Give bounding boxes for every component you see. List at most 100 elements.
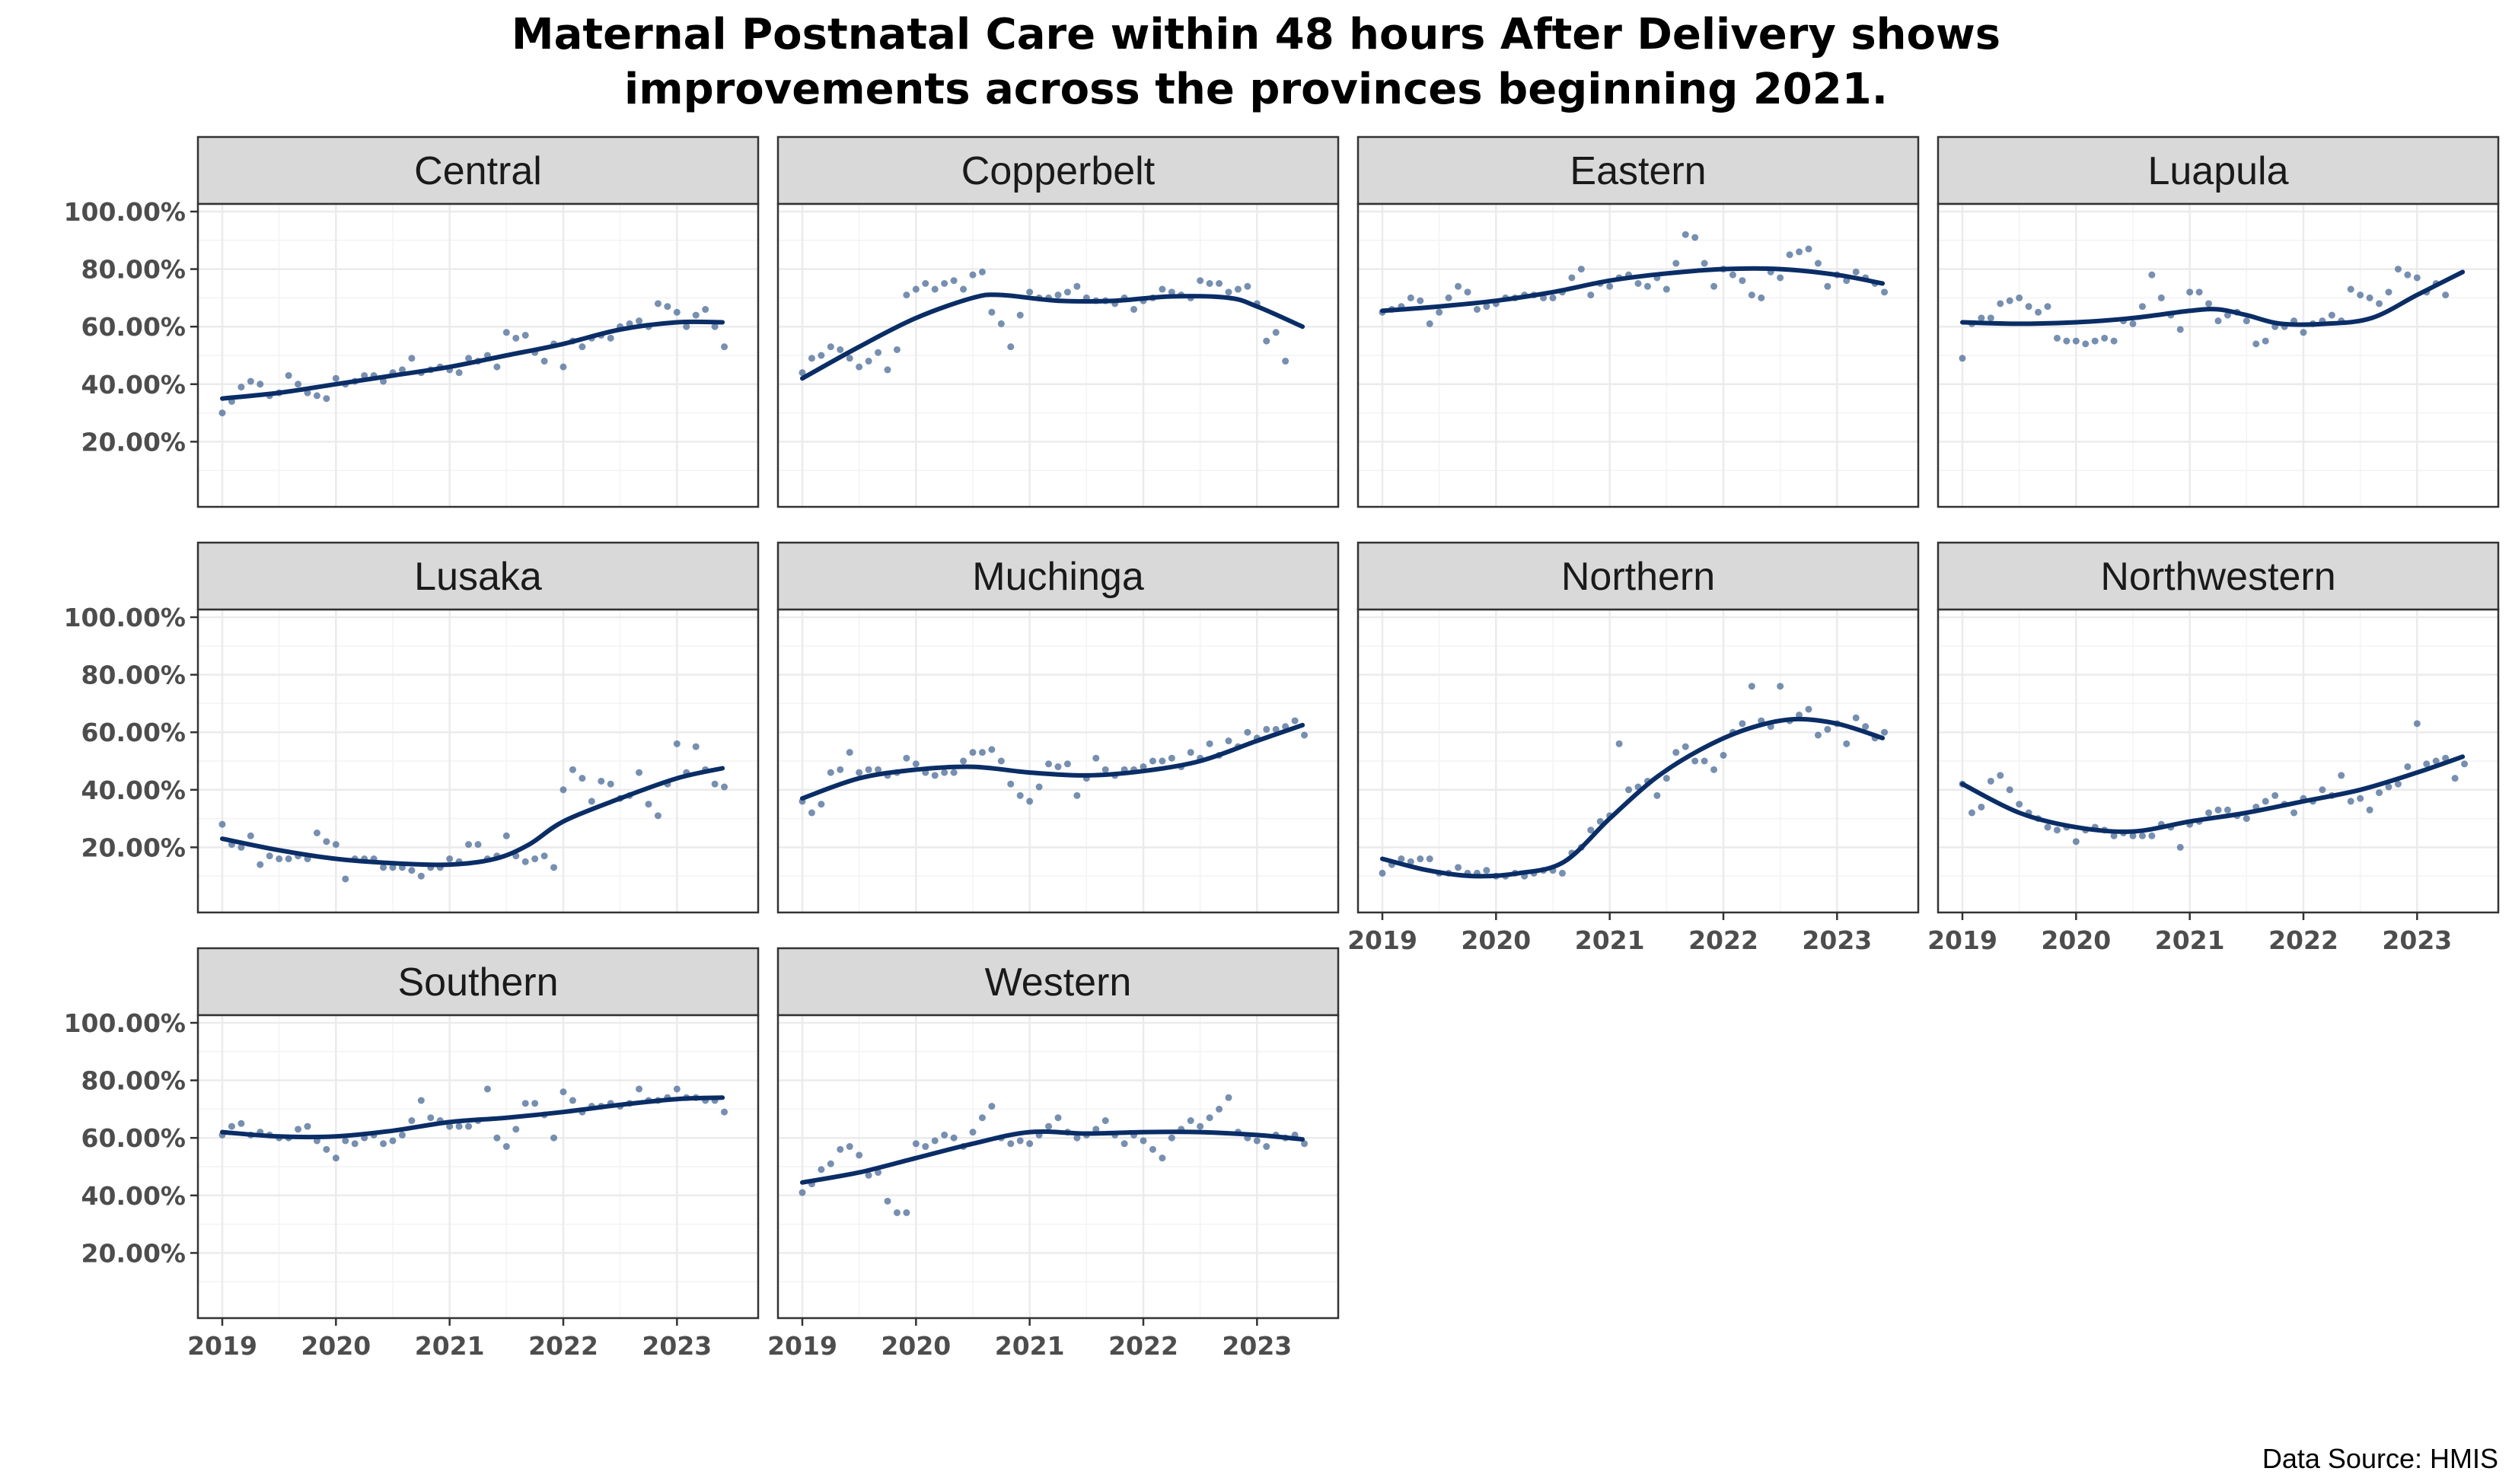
data-point (1777, 274, 1784, 282)
data-point (1073, 1134, 1081, 1142)
data-point (285, 855, 292, 863)
data-point (1168, 288, 1175, 296)
data-point (1959, 355, 1966, 362)
panel-border (1356, 608, 1920, 914)
data-point (1852, 268, 1860, 275)
data-point (721, 783, 728, 791)
data-point (654, 812, 661, 820)
x-tick-label: 2022 (1688, 925, 1758, 955)
data-point (1291, 717, 1299, 724)
data-point (446, 1123, 454, 1130)
trend-line (220, 1095, 725, 1140)
x-tick-label: 2020 (2041, 925, 2111, 955)
data-point (1407, 858, 1414, 865)
data-point (1026, 1140, 1034, 1148)
data-point (2451, 775, 2459, 782)
data-point (2413, 274, 2421, 282)
data-point (218, 409, 226, 417)
data-point (237, 384, 245, 391)
data-point (1777, 683, 1784, 690)
x-tick-label: 2019 (1927, 925, 1997, 955)
data-point (969, 749, 977, 756)
data-point (1244, 728, 1251, 736)
data-point (808, 355, 815, 362)
data-point (304, 1123, 311, 1130)
data-point (1101, 1117, 1109, 1125)
data-point (2006, 297, 2013, 304)
trend-line (220, 766, 725, 868)
data-point (389, 864, 397, 871)
data-point (579, 343, 586, 351)
data-point (997, 757, 1005, 765)
data-point (569, 766, 576, 773)
facet-strip-label: Southern (397, 960, 558, 1005)
data-point (912, 760, 920, 768)
data-point (2385, 288, 2392, 296)
data-point (446, 855, 454, 863)
data-point (1739, 720, 1746, 728)
data-point (2129, 320, 2137, 327)
data-point (884, 1197, 891, 1205)
panel-border (1937, 202, 2500, 508)
data-point (903, 1209, 910, 1216)
data-point (941, 280, 948, 287)
data-point (1282, 358, 1289, 365)
data-point (1701, 757, 1708, 765)
facet-strip-label: Luapula (2147, 149, 2288, 193)
facet-strip (1937, 135, 2500, 205)
data-point (1662, 285, 1670, 293)
data-point (875, 349, 882, 356)
trend-line (1960, 269, 2466, 327)
data-point (2138, 832, 2146, 839)
data-point (1987, 777, 1994, 785)
data-point (837, 346, 844, 353)
data-point (1748, 683, 1755, 690)
data-point (228, 1123, 235, 1130)
data-point (1653, 791, 1661, 799)
data-point (1814, 731, 1822, 739)
data-point (1691, 757, 1699, 765)
data-point (2404, 271, 2412, 279)
data-point (721, 343, 728, 351)
facet-strip-label: Eastern (1570, 149, 1706, 193)
data-point (1748, 291, 1755, 299)
data-point (2338, 772, 2345, 779)
trend-line (800, 292, 1305, 381)
data-point (2262, 798, 2269, 805)
data-point (1587, 291, 1595, 299)
y-tick-label: 60.00% (81, 718, 186, 747)
data-point (1379, 869, 1386, 877)
data-point (1978, 803, 1985, 810)
data-point (342, 1137, 349, 1145)
data-point (1862, 723, 1870, 731)
data-point (2110, 337, 2118, 345)
data-point (531, 1100, 539, 1107)
x-tick-label: 2023 (2382, 925, 2452, 955)
data-point (1263, 337, 1270, 345)
data-point (295, 1126, 302, 1133)
data-point (332, 374, 340, 382)
data-point (1634, 280, 1642, 287)
data-point (2432, 757, 2440, 765)
data-point (1301, 1140, 1309, 1148)
data-point (588, 798, 595, 805)
y-tick-label: 60.00% (81, 1123, 186, 1153)
data-point (931, 285, 939, 293)
data-point (455, 1123, 463, 1130)
data-point (502, 329, 510, 336)
data-point (636, 317, 643, 325)
data-point (1796, 248, 1803, 256)
panel-border (776, 608, 1340, 914)
data-point (2385, 783, 2392, 791)
data-point (408, 867, 416, 874)
data-point (636, 769, 643, 776)
data-point (941, 1131, 948, 1138)
data-point (1206, 740, 1213, 747)
data-point (922, 280, 929, 287)
data-point (1054, 291, 1062, 299)
data-point (1643, 282, 1651, 290)
data-point (569, 1097, 576, 1104)
data-point (865, 358, 872, 365)
x-tick-label: 2023 (642, 1331, 712, 1361)
data-point (1852, 714, 1860, 721)
